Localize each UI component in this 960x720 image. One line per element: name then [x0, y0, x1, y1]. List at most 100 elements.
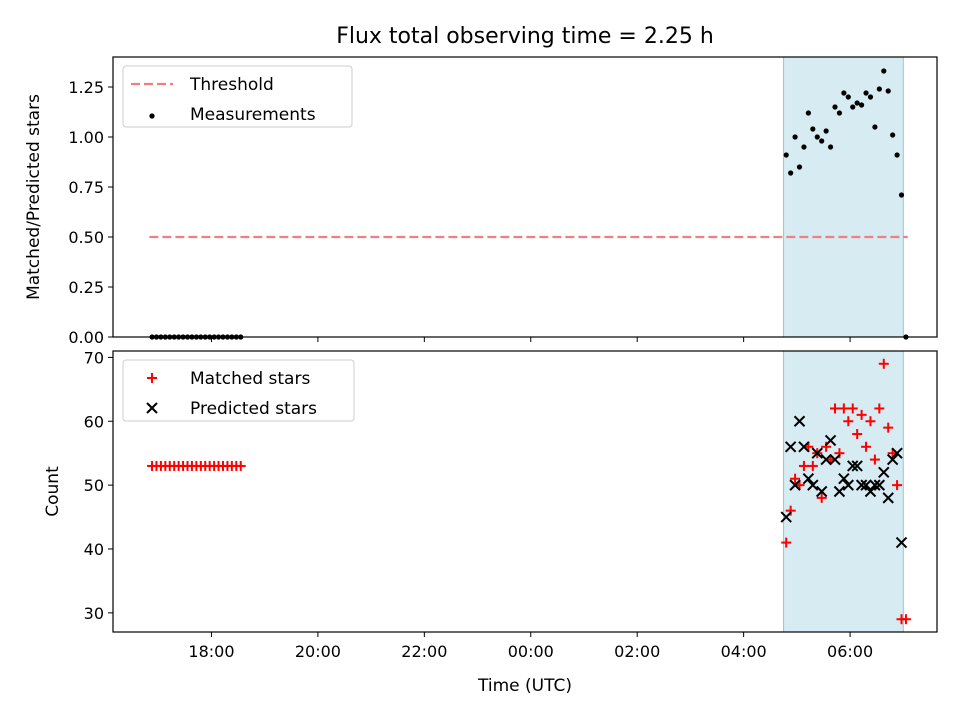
- matched-star-marker: [816, 492, 827, 503]
- measurement-point: [788, 170, 794, 176]
- legend: Matched stars Predicted stars: [122, 359, 355, 422]
- marker-stroke: [847, 460, 859, 472]
- predicted-star-marker: [891, 447, 903, 459]
- legend-box: [122, 359, 355, 422]
- marker-stroke: [882, 492, 894, 504]
- marker-stroke: [869, 479, 881, 491]
- predicted-star-marker: [807, 479, 819, 491]
- matched-star-marker: [790, 473, 801, 484]
- predicted-star-marker: [886, 453, 899, 466]
- y-tick-label: 0.75: [68, 178, 104, 197]
- measurement-point: [796, 164, 803, 170]
- marker-stroke: [886, 453, 899, 466]
- legend-label: Measurements: [190, 105, 316, 125]
- y-axis-label: Matched/Predicted stars: [24, 94, 44, 300]
- measurement-point: [885, 88, 891, 94]
- measurement-point: [867, 94, 874, 100]
- matched-star-marker: [869, 454, 880, 465]
- measurement-point: [881, 68, 887, 74]
- predicted-star-marker: [802, 473, 815, 485]
- marker-stroke: [824, 434, 837, 447]
- marker-stroke: [793, 415, 806, 427]
- measurement-point: [859, 102, 865, 108]
- predicted-star-marker: [855, 479, 868, 491]
- ratio-panel: 0.00 0.25 0.50 0.75 1.00 1.25 Matched/Predicte…: [24, 56, 938, 347]
- marker-stroke: [829, 453, 841, 466]
- predicted-star-marker: [869, 479, 881, 491]
- y-tick-label: 40: [84, 540, 104, 559]
- matched-star-marker: [852, 429, 863, 440]
- series-predicted-stars: [780, 415, 908, 549]
- matched-star-marker: [798, 460, 809, 471]
- predicted-star-marker: [820, 453, 832, 466]
- matched-star-marker: [883, 422, 894, 433]
- predicted-star-marker: [864, 485, 877, 498]
- predicted-star-marker: [784, 441, 797, 453]
- observing-window-span: [783, 56, 904, 338]
- legend-label: Threshold: [189, 75, 274, 95]
- plot-frame: [112, 56, 938, 338]
- predicted-star-marker: [811, 447, 823, 459]
- matched-star-marker: [807, 460, 818, 471]
- predicted-star-marker: [793, 415, 806, 427]
- y-tick-label: 70: [84, 348, 104, 367]
- matched-star-marker: [781, 537, 792, 548]
- matched-star-marker: [865, 416, 876, 427]
- y-tick-label: 1.00: [68, 128, 104, 147]
- matched-star-marker: [900, 614, 911, 625]
- marker-stroke: [864, 485, 877, 498]
- marker-stroke: [895, 536, 908, 549]
- marker-stroke: [891, 447, 903, 459]
- measurement-point: [876, 86, 882, 92]
- measurement-point: [845, 94, 851, 100]
- legend-key-dot: [149, 113, 155, 119]
- matched-star-marker: [847, 403, 858, 414]
- matched-star-marker: [861, 441, 872, 452]
- predicted-star-marker: [789, 479, 801, 491]
- legend-key-cross: [146, 402, 158, 414]
- marker-stroke: [842, 479, 855, 491]
- marker-stroke: [855, 479, 868, 491]
- measurement-point: [783, 152, 789, 158]
- marker-stroke: [833, 485, 846, 498]
- legend-box: [122, 65, 353, 128]
- x-tick-label: 22:00: [401, 642, 447, 661]
- matched-star-marker: [235, 460, 246, 471]
- measurement-point: [814, 134, 820, 140]
- measurement-point: [819, 138, 825, 144]
- series-matched-stars: [147, 358, 911, 625]
- x-axis-label: Time (UTC): [477, 676, 572, 696]
- x-tick-label: 20:00: [295, 642, 341, 661]
- x-tick-label: 06:00: [827, 642, 873, 661]
- observing-window-span: [783, 350, 904, 633]
- measurement-point: [898, 192, 905, 198]
- predicted-star-marker: [882, 492, 894, 504]
- measurement-point: [827, 144, 834, 150]
- predicted-star-marker: [798, 441, 810, 453]
- matched-star-marker: [874, 403, 885, 414]
- predicted-star-marker: [833, 485, 846, 498]
- x-tick-label: 18:00: [188, 642, 234, 661]
- y-axis-label: Count: [43, 466, 63, 517]
- y-tick-label: 60: [84, 412, 104, 431]
- y-tick-label: 0.25: [68, 278, 104, 297]
- predicted-star-marker: [842, 479, 855, 491]
- marker-stroke: [802, 473, 815, 485]
- measurement-point: [863, 90, 869, 96]
- marker-stroke: [873, 479, 886, 491]
- predicted-star-marker: [829, 453, 841, 466]
- y-tick-label: 1.25: [68, 78, 104, 97]
- measurement-point: [801, 144, 807, 150]
- matched-star-marker: [843, 416, 854, 427]
- predicted-star-marker: [895, 536, 908, 549]
- predicted-star-marker: [780, 511, 792, 523]
- measurement-point: [810, 126, 816, 132]
- predicted-star-marker: [847, 460, 859, 472]
- legend-label: Matched stars: [190, 369, 310, 389]
- matched-star-marker: [838, 403, 849, 414]
- legend: Threshold Measurements: [122, 65, 353, 128]
- predicted-star-marker: [878, 466, 890, 479]
- matched-star-marker: [829, 403, 840, 414]
- marker-stroke: [851, 460, 863, 472]
